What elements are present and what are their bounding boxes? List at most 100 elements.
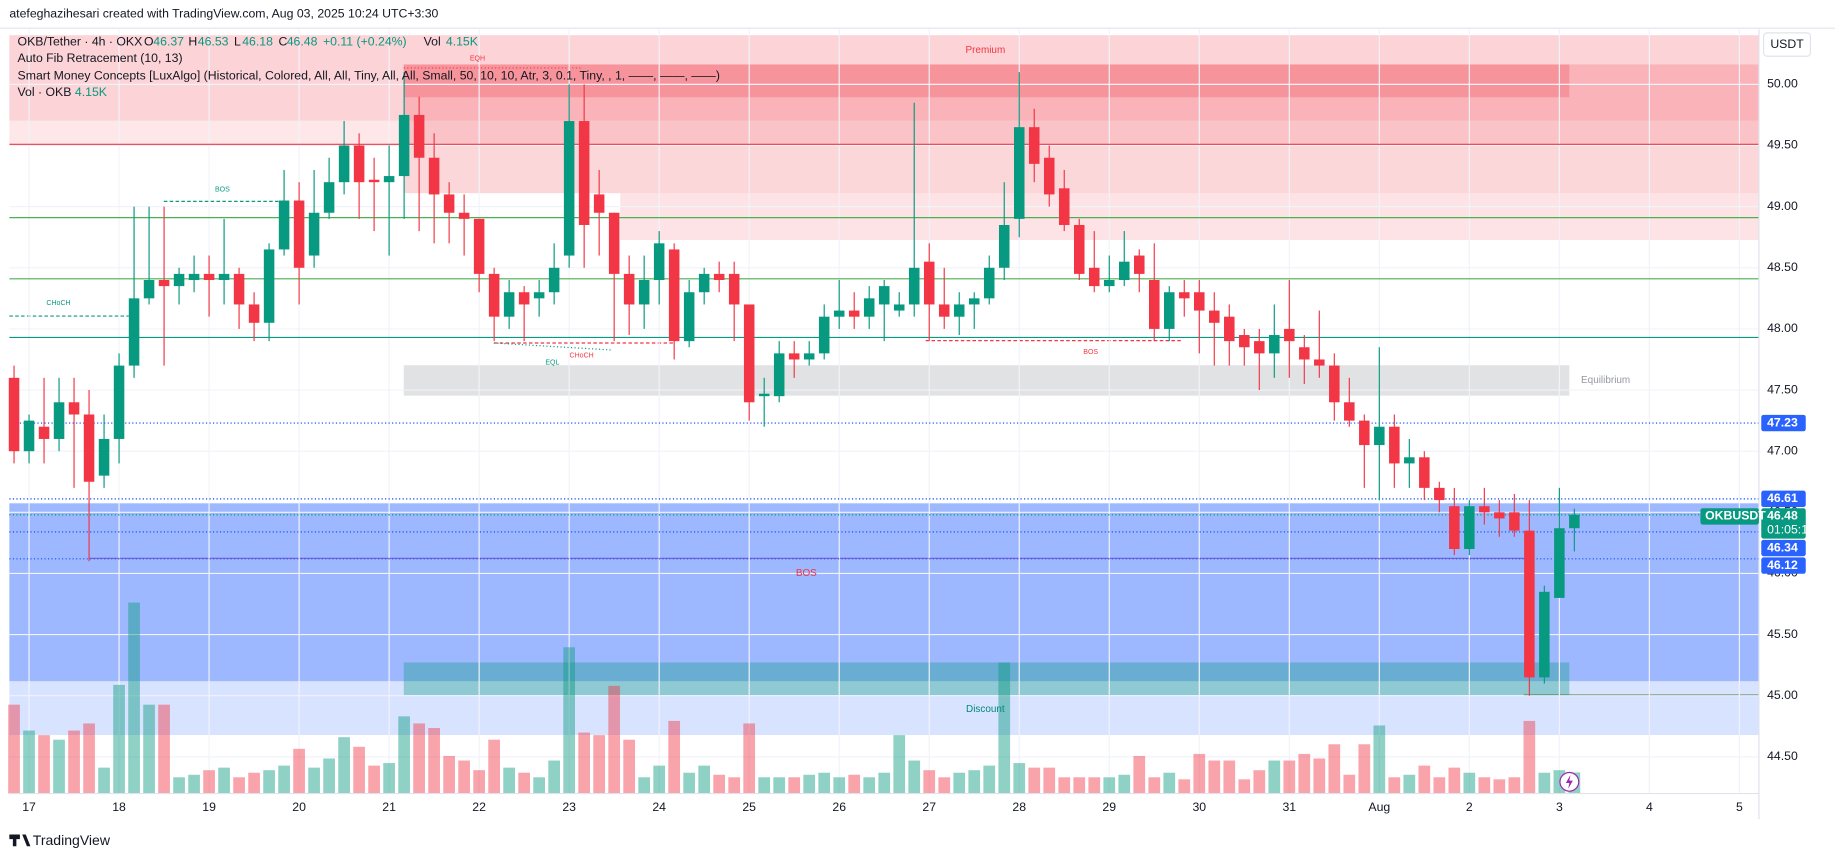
byline: atefeghazihesari created with TradingVie… <box>9 6 438 20</box>
candle-body <box>233 273 245 305</box>
candle-body <box>653 243 665 281</box>
currency[interactable]: USDT <box>1770 37 1804 51</box>
volume-bar <box>1043 767 1056 794</box>
x-tick-label: 30 <box>1192 800 1206 814</box>
volume-bar <box>98 767 110 794</box>
candle-body <box>938 304 950 317</box>
candle-body <box>278 200 290 250</box>
x-tick-label: 5 <box>1736 800 1743 814</box>
y-tick-label: 47.50 <box>1767 382 1798 396</box>
volume-bar <box>1148 777 1161 794</box>
discount-zone <box>9 681 1759 736</box>
volume-bar <box>53 739 65 794</box>
candle-body <box>833 310 845 317</box>
ohlc-value: 46.48 <box>287 34 318 48</box>
candle-body <box>518 292 530 305</box>
volume-bar <box>488 739 500 794</box>
candle-body <box>1464 506 1475 550</box>
candle-body <box>1314 359 1325 366</box>
volume-bar <box>8 704 20 794</box>
equilibrium-zone <box>403 365 1570 396</box>
ohlc-value: 46.18 <box>242 34 273 48</box>
volume-bar <box>173 777 185 794</box>
candle-body <box>1254 341 1265 354</box>
volume-bar <box>353 746 365 794</box>
candle-body <box>173 273 185 287</box>
candle-body <box>68 402 80 415</box>
ohlc-key: C <box>279 34 288 48</box>
price-label: 46.48 <box>1767 509 1798 523</box>
volume-bar <box>1343 774 1356 794</box>
candle-body <box>548 267 560 293</box>
candle-body <box>1359 420 1370 446</box>
volume-bar <box>773 777 786 794</box>
volume-bar <box>23 730 35 794</box>
candle-body <box>998 224 1010 268</box>
candle-body <box>1224 316 1235 342</box>
volume-bar <box>878 772 891 794</box>
candle-body <box>1149 280 1160 329</box>
time-axis: 17 18 19 20 21 22 23 24 25 26 27 28 29 30 31 Aug 2 3 4 5 <box>22 800 1743 814</box>
volume-bar <box>953 772 966 794</box>
annotation: Premium <box>965 45 1005 56</box>
indicator[interactable]: Smart Money Concepts [LuxAlgo] (Historic… <box>18 68 720 82</box>
candle-body <box>113 365 125 439</box>
candle-body <box>953 304 965 317</box>
volume-bar <box>1283 760 1296 794</box>
candle-body <box>1329 365 1340 403</box>
candle-body <box>713 273 725 281</box>
candle-body <box>1539 591 1550 678</box>
volume-bar <box>713 774 726 794</box>
candle-body <box>248 304 260 323</box>
candle-body <box>1374 426 1385 446</box>
annotation: Equilibrium <box>1581 375 1630 386</box>
price-label: 46.61 <box>1767 491 1798 505</box>
y-tick-label: 48.50 <box>1767 260 1798 274</box>
volume-bar <box>1088 777 1101 794</box>
volume-bar <box>1553 770 1566 794</box>
candle-body <box>1404 457 1415 464</box>
volume-legend[interactable]: Vol · OKB <box>18 85 72 99</box>
volume-bar <box>1028 767 1041 794</box>
candle-body <box>53 402 65 439</box>
volume-bar <box>143 704 155 794</box>
vol-key: Vol <box>424 34 441 48</box>
candle-body <box>1134 255 1145 274</box>
volume-bar <box>1058 777 1071 794</box>
y-tick-label: 50.00 <box>1767 77 1798 91</box>
volume-bar <box>428 728 440 794</box>
x-tick-label: 28 <box>1012 800 1026 814</box>
discount-zone <box>9 503 1759 682</box>
candle-body <box>923 261 935 305</box>
volume-bar <box>908 760 921 794</box>
x-tick-label: 19 <box>202 800 216 814</box>
volume-bar <box>728 777 741 794</box>
volume-bar <box>263 770 275 794</box>
indicator[interactable]: Auto Fib Retracement (10, 13) <box>18 51 183 65</box>
candle-body <box>218 273 230 281</box>
volume-bar <box>1163 772 1176 794</box>
volume-bar <box>1493 779 1506 794</box>
x-tick-label: 26 <box>832 800 846 814</box>
candle-body <box>143 280 155 299</box>
candle-body <box>758 393 770 397</box>
volume-bar <box>998 662 1011 794</box>
volume-bar <box>398 716 410 794</box>
volume-bar <box>788 777 801 794</box>
symbol-label-box <box>1700 508 1759 525</box>
candle-body <box>683 292 695 342</box>
logo <box>9 834 31 847</box>
y-tick-label: 45.50 <box>1767 627 1798 641</box>
candle-body <box>743 304 755 403</box>
candle-body <box>1088 267 1100 287</box>
candle-body <box>668 249 680 342</box>
volume-bar <box>1313 758 1326 794</box>
annotation: Discount <box>966 704 1005 715</box>
annotation: EQH <box>470 55 485 62</box>
candle-body <box>83 414 95 482</box>
volume-bar <box>1433 777 1446 794</box>
currency-box[interactable] <box>1763 32 1812 57</box>
volume-bar <box>1373 725 1386 794</box>
